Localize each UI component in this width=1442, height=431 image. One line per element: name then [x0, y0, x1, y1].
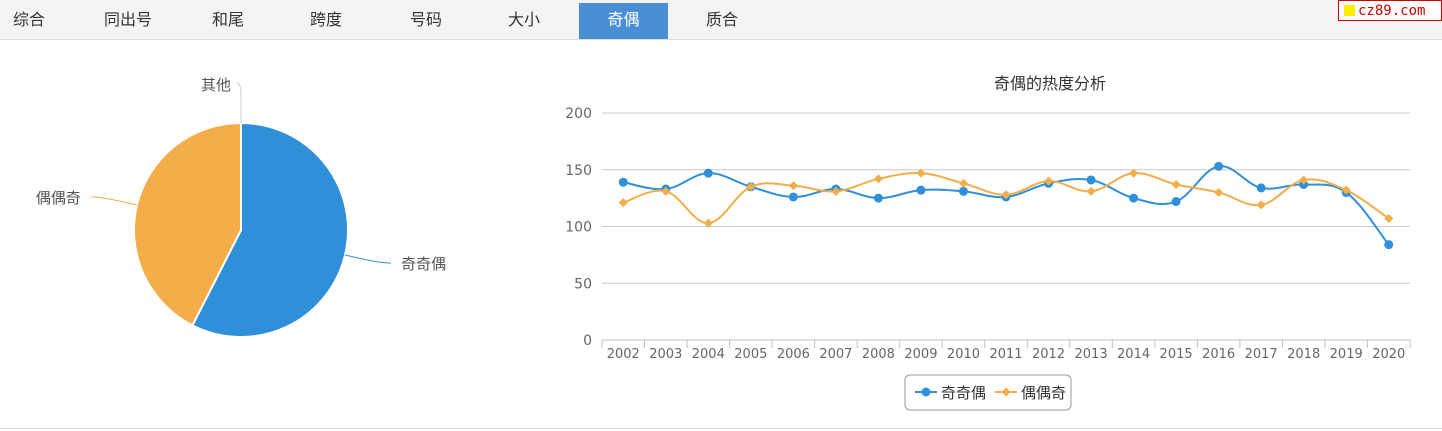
data-point[interactable]	[1044, 176, 1054, 186]
data-point[interactable]	[1384, 240, 1394, 250]
data-point[interactable]	[873, 174, 883, 184]
x-tick-label: 2016	[1202, 347, 1235, 362]
pie-connector	[90, 196, 138, 206]
data-point[interactable]	[703, 218, 713, 228]
x-tick-label: 2013	[1075, 347, 1108, 362]
data-point[interactable]	[1299, 175, 1309, 185]
chart-title: 奇偶的热度分析	[994, 74, 1106, 93]
x-tick-label: 2005	[734, 347, 767, 362]
bottom-divider	[0, 428, 1442, 429]
legend-marker	[1001, 387, 1011, 397]
x-tick-label: 2003	[649, 347, 682, 362]
data-point[interactable]	[916, 168, 926, 178]
data-point[interactable]	[1129, 168, 1139, 178]
pie-connector	[344, 254, 392, 264]
tab-number[interactable]: 号码	[409, 10, 442, 29]
data-point[interactable]	[1214, 187, 1224, 197]
data-point[interactable]	[958, 186, 968, 196]
series-line	[623, 165, 1390, 246]
y-tick-label: 200	[565, 106, 592, 122]
data-point[interactable]	[1256, 200, 1266, 210]
x-tick-label: 2019	[1330, 347, 1363, 362]
tab-sum-tail[interactable]: 和尾	[211, 10, 244, 29]
tab-span[interactable]: 跨度	[309, 10, 342, 29]
data-point[interactable]	[1256, 183, 1266, 193]
data-point[interactable]	[1214, 161, 1224, 171]
tab-size[interactable]: 大小	[507, 10, 540, 29]
data-point[interactable]	[1086, 186, 1096, 196]
data-point[interactable]	[1171, 197, 1181, 207]
y-tick-label: 0	[583, 333, 592, 349]
x-tick-label: 2015	[1160, 347, 1193, 362]
x-tick-label: 2007	[819, 347, 852, 362]
data-point[interactable]	[958, 178, 968, 188]
x-tick-label: 2017	[1245, 347, 1278, 362]
pie-label: 其他	[201, 76, 231, 94]
logo-square-icon	[1344, 5, 1355, 16]
data-point[interactable]	[618, 198, 628, 208]
x-tick-label: 2002	[607, 347, 640, 362]
x-tick-label: 2018	[1287, 347, 1320, 362]
pie-label: 偶偶奇	[36, 189, 81, 207]
data-point[interactable]	[1341, 185, 1351, 195]
pie-connector	[236, 82, 242, 123]
tab-summary[interactable]: 综合	[12, 10, 45, 29]
x-tick-label: 2012	[1032, 347, 1065, 362]
x-tick-label: 2010	[947, 347, 980, 362]
legend-marker	[921, 387, 931, 397]
legend-label[interactable]: 奇奇偶	[941, 384, 986, 402]
data-point[interactable]	[1384, 214, 1394, 224]
data-point[interactable]	[873, 193, 883, 203]
tab-prime-composite[interactable]: 质合	[705, 10, 738, 29]
pie-label: 奇奇偶	[401, 255, 446, 273]
data-point[interactable]	[661, 186, 671, 196]
data-point[interactable]	[788, 192, 798, 202]
data-point[interactable]	[916, 185, 926, 195]
tab-same-numbers[interactable]: 同出号	[103, 10, 152, 29]
x-tick-label: 2006	[777, 347, 810, 362]
tab-bar: 综合 同出号 和尾 跨度 号码 大小 奇偶 质合 cz89.com	[0, 0, 1442, 40]
x-tick-label: 2020	[1372, 347, 1405, 362]
x-tick-label: 2014	[1117, 347, 1150, 362]
data-point[interactable]	[1001, 190, 1011, 200]
data-point[interactable]	[788, 181, 798, 191]
legend-label[interactable]: 偶偶奇	[1021, 384, 1066, 402]
y-tick-label: 150	[565, 163, 592, 179]
x-tick-label: 2004	[692, 347, 725, 362]
data-point[interactable]	[831, 186, 841, 196]
tab-odd-even[interactable]: 奇偶	[579, 3, 668, 39]
pie-slice[interactable]	[191, 121, 349, 338]
legend-box	[904, 374, 1072, 411]
line-chart: 奇偶的热度分析 0 50 100 150 200 2002 2003 2004 2005 200…	[565, 74, 1411, 411]
pie-chart: 奇奇偶 偶偶奇 其他	[36, 76, 446, 338]
x-tick-label: 2011	[989, 347, 1022, 362]
x-tick-label: 2008	[862, 347, 895, 362]
data-point[interactable]	[1086, 175, 1096, 185]
data-point[interactable]	[703, 168, 713, 178]
logo-text: cz89.com	[1358, 2, 1426, 19]
data-point[interactable]	[1129, 193, 1139, 203]
x-tick-label: 2009	[904, 347, 937, 362]
y-tick-label: 100	[565, 220, 592, 236]
data-point[interactable]	[1299, 180, 1309, 190]
data-point[interactable]	[618, 177, 628, 187]
y-tick-label: 50	[574, 276, 592, 292]
site-logo[interactable]: cz89.com	[1338, 0, 1442, 21]
data-point[interactable]	[1171, 180, 1181, 190]
data-point[interactable]	[746, 182, 756, 192]
